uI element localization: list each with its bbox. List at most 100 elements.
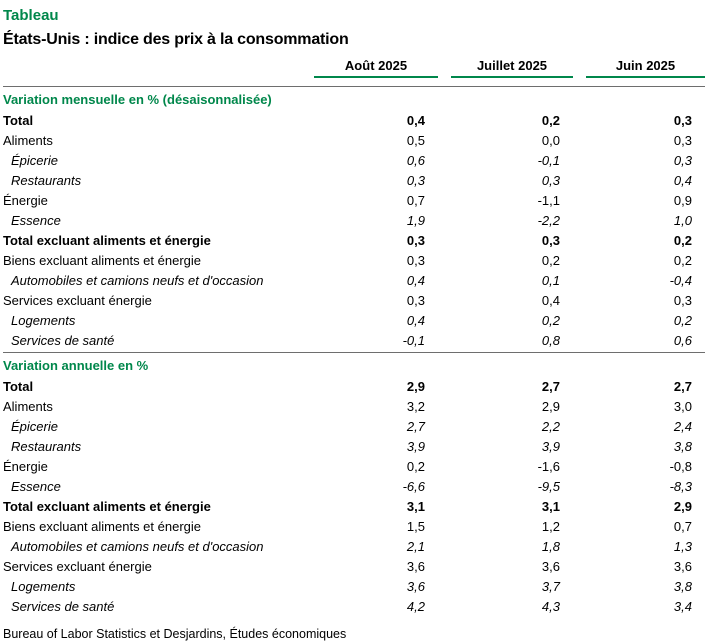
row-label: Aliments (3, 132, 53, 148)
row-value: 1,9 (406, 212, 425, 228)
column-header: Juin 2025 (586, 58, 705, 78)
row-value: 1,0 (673, 212, 692, 228)
row-value: 2,7 (406, 418, 425, 434)
row-value: 3,6 (673, 558, 692, 574)
row-label: Énergie (3, 458, 48, 474)
row-value: -6,6 (402, 478, 425, 494)
row-label: Essence (11, 478, 61, 494)
row-value: 2,9 (541, 398, 560, 414)
row-value: 0,4 (406, 312, 425, 328)
row-value: 3,1 (406, 498, 425, 514)
row-value: 0,4 (406, 112, 425, 128)
row-value: 1,3 (673, 538, 692, 554)
row-value: 2,7 (541, 378, 560, 394)
table-row: Logements 0,4 0,2 0,2 (3, 310, 705, 330)
row-label: Services excluant énergie (3, 292, 152, 308)
row-value: -1,1 (537, 192, 560, 208)
table-row: Services excluant énergie 3,6 3,6 3,6 (3, 556, 705, 576)
row-value: 0,3 (541, 232, 560, 248)
row-value: 0,2 (673, 232, 692, 248)
row-label: Restaurants (11, 438, 82, 454)
row-value: -8,3 (669, 478, 692, 494)
row-value: 3,4 (673, 598, 692, 614)
row-label: Logements (11, 578, 76, 594)
table-row: Total excluant aliments et énergie 3,1 3,1… (3, 496, 705, 516)
table-row: Services excluant énergie 0,3 0,4 0,3 (3, 290, 705, 310)
row-label: Épicerie (11, 418, 58, 434)
table-row: Logements 3,6 3,7 3,8 (3, 576, 705, 596)
row-value: 4,3 (541, 598, 560, 614)
row-value: -0,8 (669, 458, 692, 474)
row-value: 0,4 (673, 172, 692, 188)
row-value: -0,4 (669, 272, 692, 288)
row-value: 3,8 (673, 438, 692, 454)
row-value: 0,1 (541, 272, 560, 288)
table-header-row: Août 2025 Juillet 2025 Juin 2025 (3, 58, 705, 78)
row-value: 1,2 (541, 518, 560, 534)
section-divider (3, 352, 705, 353)
row-label: Essence (11, 212, 61, 228)
column-header: Juillet 2025 (451, 58, 573, 78)
row-value: 0,3 (673, 132, 692, 148)
page-title: États-Unis : indice des prix à la consom… (3, 31, 349, 48)
row-label: Services excluant énergie (3, 558, 152, 574)
row-value: 0,4 (541, 292, 560, 308)
row-label: Épicerie (11, 152, 58, 168)
table-row: Aliments 3,2 2,9 3,0 (3, 396, 705, 416)
row-label: Biens excluant aliments et énergie (3, 252, 202, 268)
row-value: 0,0 (541, 132, 560, 148)
row-value: 0,2 (541, 112, 560, 128)
row-value: 2,9 (673, 498, 692, 514)
row-label: Logements (11, 312, 76, 328)
table-row: Restaurants 3,9 3,9 3,8 (3, 436, 705, 456)
row-value: 0,2 (541, 312, 560, 328)
table-row: Automobiles et camions neufs et d'occasi… (3, 536, 705, 556)
row-label: Biens excluant aliments et énergie (3, 518, 202, 534)
row-value: 0,2 (673, 252, 692, 268)
row-value: 0,7 (406, 192, 425, 208)
row-value: 3,8 (673, 578, 692, 594)
row-value: 0,3 (406, 172, 425, 188)
table-row: Énergie 0,7 -1,1 0,9 (3, 190, 705, 210)
row-value: 0,2 (673, 312, 692, 328)
row-label: Total excluant aliments et énergie (3, 498, 211, 514)
table-row: Épicerie 2,7 2,2 2,4 (3, 416, 705, 436)
row-value: 0,5 (406, 132, 425, 148)
source-note: Bureau of Labor Statistics et Desjardins… (3, 627, 347, 641)
row-value: 3,7 (541, 578, 560, 594)
row-value: 3,2 (406, 398, 425, 414)
row-label: Services de santé (11, 332, 115, 348)
row-value: -1,6 (537, 458, 560, 474)
row-value: 1,5 (406, 518, 425, 534)
row-value: -0,1 (402, 332, 425, 348)
row-value: 0,3 (406, 252, 425, 268)
row-value: 0,2 (406, 458, 425, 474)
row-value: 3,1 (541, 498, 560, 514)
column-header: Août 2025 (314, 58, 438, 78)
row-label: Automobiles et camions neufs et d'occasi… (11, 538, 264, 554)
table-body: Variation mensuelle en % (désaisonnalisé… (3, 90, 705, 616)
row-value: 4,2 (406, 598, 425, 614)
row-value: 0,2 (541, 252, 560, 268)
row-value: 3,6 (541, 558, 560, 574)
table-row: Essence 1,9 -2,2 1,0 (3, 210, 705, 230)
row-value: 3,9 (541, 438, 560, 454)
section-title: Variation mensuelle en % (désaisonnalisé… (3, 92, 272, 107)
table-row: Biens excluant aliments et énergie 0,3 0,2… (3, 250, 705, 270)
row-value: -2,2 (537, 212, 560, 228)
table-row: Total 0,4 0,2 0,3 (3, 110, 705, 130)
table-row: Énergie 0,2 -1,6 -0,8 (3, 456, 705, 476)
row-label: Aliments (3, 398, 53, 414)
table-row: Automobiles et camions neufs et d'occasi… (3, 270, 705, 290)
row-value: 0,3 (406, 232, 425, 248)
row-label: Restaurants (11, 172, 82, 188)
row-value: -9,5 (537, 478, 560, 494)
row-label: Total (3, 378, 34, 394)
row-label: Total excluant aliments et énergie (3, 232, 211, 248)
row-value: 0,6 (673, 332, 692, 348)
row-label: Automobiles et camions neufs et d'occasi… (11, 272, 264, 288)
row-value: 0,8 (541, 332, 560, 348)
table-row: Biens excluant aliments et énergie 1,5 1,2… (3, 516, 705, 536)
header-divider (3, 86, 705, 87)
